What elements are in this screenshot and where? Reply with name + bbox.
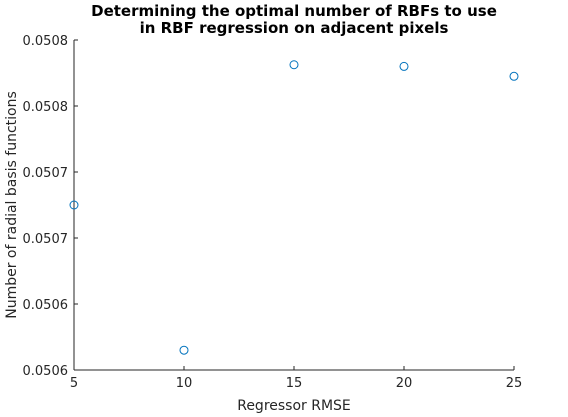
data-point-marker	[289, 60, 299, 70]
x-tick-label: 20	[396, 376, 413, 391]
data-point-marker	[179, 345, 189, 355]
y-tick-label: 0.0507	[23, 232, 69, 247]
x-ticks: 5 10 15 20 25	[70, 366, 522, 391]
plot-area: 5 10 15 20 25 0.0506 0.0506 0.0507 0.0507 0.0508…	[23, 34, 523, 391]
y-tick-label: 0.0508	[23, 100, 69, 115]
y-tick-label: 0.0506	[23, 298, 69, 313]
data-points	[69, 60, 519, 355]
y-tick-label: 0.0508	[23, 34, 69, 49]
y-ticks: 0.0506 0.0506 0.0507 0.0507 0.0508 0.0508	[23, 34, 78, 379]
x-axis-label: Regressor RMSE	[237, 398, 351, 414]
data-point-marker	[509, 71, 519, 81]
x-tick-label: 10	[176, 376, 193, 391]
data-point-marker	[69, 200, 79, 210]
chart-title-line-1: Determining the optimal number of RBFs t…	[91, 2, 497, 20]
x-tick-label: 5	[70, 376, 78, 391]
x-tick-label: 15	[286, 376, 303, 391]
y-tick-label: 0.0507	[23, 166, 69, 181]
data-point-marker	[399, 61, 409, 71]
chart-title-line-2: in RBF regression on adjacent pixels	[140, 19, 449, 37]
y-tick-label: 0.0506	[23, 364, 69, 379]
y-axis-label: Number of radial basis functions	[4, 91, 20, 319]
x-tick-label: 25	[506, 376, 523, 391]
